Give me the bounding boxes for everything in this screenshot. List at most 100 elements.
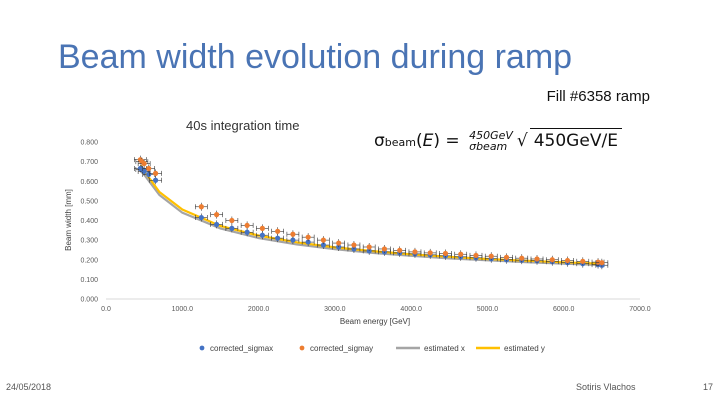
y-tick-label: 0.300 xyxy=(80,238,98,245)
formula-stack: 450GeV σbeam xyxy=(469,129,513,153)
slide-title: Beam width evolution during ramp xyxy=(58,38,573,76)
y-tick-label: 0.200 xyxy=(80,257,98,264)
footer-page: 17 xyxy=(703,382,714,392)
data-marker xyxy=(320,242,327,248)
data-point xyxy=(301,238,315,247)
legend-label: estimated x xyxy=(424,344,465,353)
legend-layer: corrected_sigmax corrected_sigmay estimate… xyxy=(199,344,545,353)
data-point xyxy=(225,216,239,225)
data-marker xyxy=(458,251,464,257)
data-point xyxy=(195,202,208,211)
data-point xyxy=(393,246,407,255)
footer-date: 24/05/2018 xyxy=(6,382,52,392)
data-marker xyxy=(146,171,152,177)
data-point xyxy=(137,159,151,168)
data-marker xyxy=(519,255,525,261)
data-marker xyxy=(351,242,357,248)
data-marker xyxy=(412,249,418,255)
data-marker xyxy=(214,221,220,228)
data-point xyxy=(210,220,223,229)
y-tick-label: 0.700 xyxy=(80,159,98,166)
data-point xyxy=(149,176,162,185)
data-point xyxy=(271,234,284,243)
formula-lhs-rest: (E) = xyxy=(416,131,466,151)
data-point xyxy=(142,170,156,179)
formula: σbeam(E) = 450GeV σbeam √ 450GeV/E xyxy=(374,128,622,152)
formula-stack-bottom: beam xyxy=(476,140,508,153)
data-marker xyxy=(442,250,449,257)
data-point xyxy=(439,249,452,258)
legend-item: corrected_sigmay xyxy=(299,344,373,353)
series-line xyxy=(139,164,602,265)
data-marker xyxy=(244,229,250,235)
data-marker xyxy=(275,235,281,241)
data-point xyxy=(271,227,284,236)
y-tick-label: 0.600 xyxy=(80,179,98,186)
data-point xyxy=(423,248,437,257)
data-point xyxy=(256,231,269,240)
data-marker xyxy=(305,234,311,240)
formula-sigma-sub: beam xyxy=(384,136,416,149)
data-marker xyxy=(141,168,147,175)
legend-swatch xyxy=(299,345,305,351)
footer-author: Sotiris Vlachos xyxy=(576,382,636,392)
data-point xyxy=(500,253,513,262)
x-tick-label: 7000.0 xyxy=(629,306,651,313)
y-tick-label: 0.800 xyxy=(80,140,98,147)
data-marker xyxy=(397,247,403,253)
data-marker xyxy=(198,204,204,210)
formula-sqrt: 450GeV/E xyxy=(529,128,622,151)
data-point xyxy=(545,255,559,264)
x-tick-label: 6000.0 xyxy=(553,306,575,313)
data-point xyxy=(347,241,361,250)
data-marker xyxy=(534,256,540,262)
data-point xyxy=(362,242,376,251)
data-marker xyxy=(503,254,510,260)
data-marker xyxy=(244,222,250,229)
data-point xyxy=(530,254,544,263)
formula-stack-top: 450GeV xyxy=(469,129,513,142)
formula-sqrt-den: E xyxy=(607,131,618,151)
formula-sqrt-num: 450GeV xyxy=(533,131,602,151)
data-point xyxy=(515,254,529,263)
data-marker xyxy=(259,232,265,238)
data-point xyxy=(149,169,162,178)
data-marker xyxy=(275,228,281,234)
data-point xyxy=(469,251,483,260)
data-point xyxy=(576,257,590,266)
data-marker xyxy=(427,250,433,256)
data-marker xyxy=(146,165,152,172)
axes-layer: 0.0 1000.0 2000.0 3000.0 4000.0 5000.0 6000.0 7… xyxy=(80,140,650,314)
data-marker xyxy=(198,214,204,221)
data-point xyxy=(240,221,254,230)
y-tick-label: 0.500 xyxy=(80,198,98,205)
legend-item: corrected_sigmax xyxy=(199,344,273,353)
fill-label: Fill #6358 ramp xyxy=(546,88,650,105)
data-point xyxy=(408,247,422,256)
data-point xyxy=(195,213,208,222)
data-marker xyxy=(473,252,479,259)
data-marker xyxy=(152,170,159,176)
x-tick-label: 1000.0 xyxy=(172,306,194,313)
data-point xyxy=(378,244,391,253)
formula-sigma: σ xyxy=(374,131,385,151)
data-marker xyxy=(580,258,586,264)
data-marker xyxy=(259,225,265,231)
data-marker xyxy=(595,259,601,265)
data-point xyxy=(256,224,269,233)
data-marker xyxy=(305,239,311,245)
data-marker xyxy=(214,212,220,218)
data-point xyxy=(210,210,223,219)
data-point xyxy=(317,236,330,245)
legend-swatch xyxy=(199,345,205,351)
data-marker xyxy=(549,257,555,263)
data-point xyxy=(301,233,315,242)
data-marker xyxy=(229,225,235,231)
y-axis-title: Beam width [mm] xyxy=(64,189,73,251)
y-tick-label: 0.000 xyxy=(80,297,98,304)
y-tick-label: 0.400 xyxy=(80,218,98,225)
x-tick-label: 2000.0 xyxy=(248,306,270,313)
data-marker xyxy=(152,177,159,183)
x-tick-label: 5000.0 xyxy=(477,306,499,313)
legend-label: estimated y xyxy=(504,344,545,353)
